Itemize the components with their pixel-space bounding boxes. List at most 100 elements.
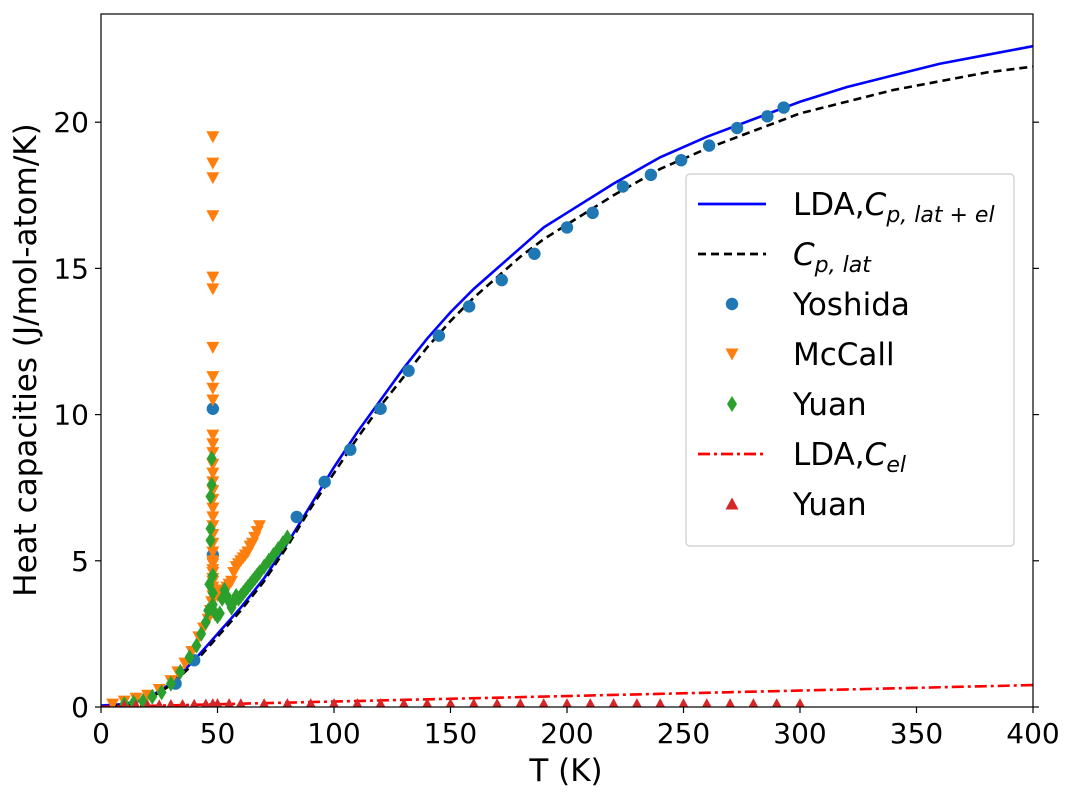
y-axis-title: Heat capacities (J/mol-atom/K) bbox=[8, 123, 44, 596]
legend-label-lda_total: LDA,Cp, lat + el bbox=[793, 187, 995, 228]
data-point-mccall bbox=[206, 371, 220, 384]
x-axis-title: T (K) bbox=[528, 753, 602, 789]
data-point-mccall bbox=[206, 438, 220, 451]
data-point-yuan_green bbox=[214, 605, 225, 622]
data-point-yuan_red bbox=[562, 698, 572, 707]
legend-label-yoshida: Yoshida bbox=[792, 287, 910, 323]
data-point-yoshida bbox=[560, 221, 574, 234]
data-point-yuan_red bbox=[748, 698, 759, 707]
data-point-yuan_red bbox=[492, 698, 502, 707]
legend-label-subscript: p, lat bbox=[814, 253, 873, 278]
data-point-mccall bbox=[206, 429, 220, 442]
x-tick-label: 300 bbox=[773, 717, 826, 750]
x-tick-label: 0 bbox=[92, 717, 110, 750]
data-point-yoshida bbox=[616, 180, 630, 193]
data-point-yuan_red bbox=[399, 698, 409, 707]
legend-label-cp_lat: Cp, lat bbox=[793, 237, 872, 278]
data-point-mccall bbox=[206, 394, 220, 407]
legend-label-main: McCall bbox=[793, 337, 895, 373]
legend-handle-yoshida bbox=[725, 297, 739, 311]
data-point-yuan_red bbox=[305, 698, 316, 707]
x-tick-label: 350 bbox=[890, 717, 943, 750]
data-point-yoshida bbox=[318, 475, 331, 489]
data-point-mccall bbox=[206, 131, 220, 144]
data-point-yuan_red bbox=[224, 698, 234, 707]
data-point-yuan_red bbox=[166, 699, 176, 707]
legend-label-lda_el: LDA,Cel bbox=[793, 437, 906, 478]
data-point-yoshida bbox=[528, 247, 541, 260]
data-point-yuan_green bbox=[207, 567, 218, 584]
axes-layer: 0 50 100 150 200 250 300 350 400 0 5 10 15 20 bbox=[53, 106, 1059, 750]
data-point-yoshida bbox=[290, 510, 303, 524]
data-point-mccall bbox=[206, 341, 220, 354]
data-point-yuan_red bbox=[236, 698, 246, 707]
data-point-yuan_red bbox=[352, 698, 363, 707]
data-point-mccall bbox=[206, 382, 220, 395]
data-point-yuan_red bbox=[282, 698, 293, 707]
data-point-yoshida bbox=[206, 402, 220, 415]
legend-label-math: C bbox=[865, 187, 887, 223]
data-point-yuan_green bbox=[205, 520, 216, 537]
x-tick-label: 250 bbox=[657, 717, 710, 750]
legend-label-math: C bbox=[793, 237, 815, 273]
data-point-yuan_red bbox=[771, 698, 782, 707]
data-point-yuan_red bbox=[632, 698, 642, 707]
legend-label-main: Yoshida bbox=[792, 287, 910, 323]
data-point-mccall bbox=[206, 546, 220, 559]
data-point-yuan_red bbox=[469, 698, 479, 707]
legend-handle-yuan_red bbox=[725, 497, 739, 510]
series-line-lda_el bbox=[101, 683, 1033, 707]
data-point-yuan_red bbox=[655, 698, 665, 707]
data-point-yoshida bbox=[777, 101, 790, 114]
data-point-yuan_red bbox=[375, 698, 386, 707]
data-point-yuan_red bbox=[608, 698, 619, 707]
data-point-mccall bbox=[206, 172, 220, 185]
data-point-yuan_red bbox=[329, 698, 339, 707]
data-point-yoshida bbox=[495, 273, 508, 287]
data-point-yuan_green bbox=[205, 488, 216, 505]
data-point-yoshida bbox=[402, 364, 415, 377]
legend-label-main: Yuan bbox=[792, 387, 867, 423]
data-point-yuan_green bbox=[207, 584, 218, 601]
data-point-mccall bbox=[206, 271, 220, 284]
x-tick-label: 100 bbox=[307, 717, 360, 750]
series-line-lda_total bbox=[101, 44, 1033, 707]
data-point-yuan_red bbox=[678, 698, 689, 707]
legend-handle-mccall bbox=[725, 348, 739, 361]
data-point-yuan_red bbox=[725, 698, 735, 707]
data-point-yoshida bbox=[674, 154, 688, 167]
data-point-yuan_red bbox=[143, 699, 152, 707]
y-tick-label: 15 bbox=[53, 252, 89, 285]
data-point-yuan_green bbox=[175, 663, 186, 680]
legend-box bbox=[685, 173, 1015, 547]
data-point-yuan_red bbox=[178, 699, 187, 707]
data-point-yuan_green bbox=[196, 625, 207, 642]
data-point-yoshida bbox=[730, 121, 744, 135]
legend-label-mccall: McCall bbox=[793, 337, 895, 373]
data-point-mccall bbox=[206, 502, 220, 515]
data-point-yoshida bbox=[761, 110, 774, 123]
data-point-yoshida bbox=[462, 300, 476, 313]
data-point-mccall bbox=[206, 558, 220, 571]
legend-label-main: Yuan bbox=[792, 487, 867, 523]
data-point-yuan_green bbox=[137, 693, 148, 707]
data-point-yoshida bbox=[432, 329, 446, 342]
y-tick-label: 0 bbox=[71, 691, 89, 724]
data-point-yuan_red bbox=[515, 698, 526, 707]
data-point-yuan_red bbox=[585, 698, 596, 707]
data-point-yuan_red bbox=[259, 698, 269, 707]
data-point-yuan_green bbox=[184, 649, 195, 666]
y-tick-label: 10 bbox=[53, 399, 89, 432]
legend-label-main: LDA, bbox=[793, 187, 865, 223]
data-point-yuan_red bbox=[702, 698, 712, 707]
legend-label-yuan_green: Yuan bbox=[792, 387, 867, 423]
data-point-yuan_red bbox=[131, 699, 140, 707]
legend-label-subscript: p, lat + el bbox=[885, 203, 994, 228]
legend-label-math: C bbox=[865, 437, 887, 473]
data-point-mccall bbox=[106, 698, 120, 707]
data-point-yuan_green bbox=[165, 675, 176, 692]
data-point-yoshida bbox=[702, 139, 716, 152]
data-point-yuan_green bbox=[156, 684, 167, 701]
data-point-yuan_red bbox=[422, 698, 432, 707]
